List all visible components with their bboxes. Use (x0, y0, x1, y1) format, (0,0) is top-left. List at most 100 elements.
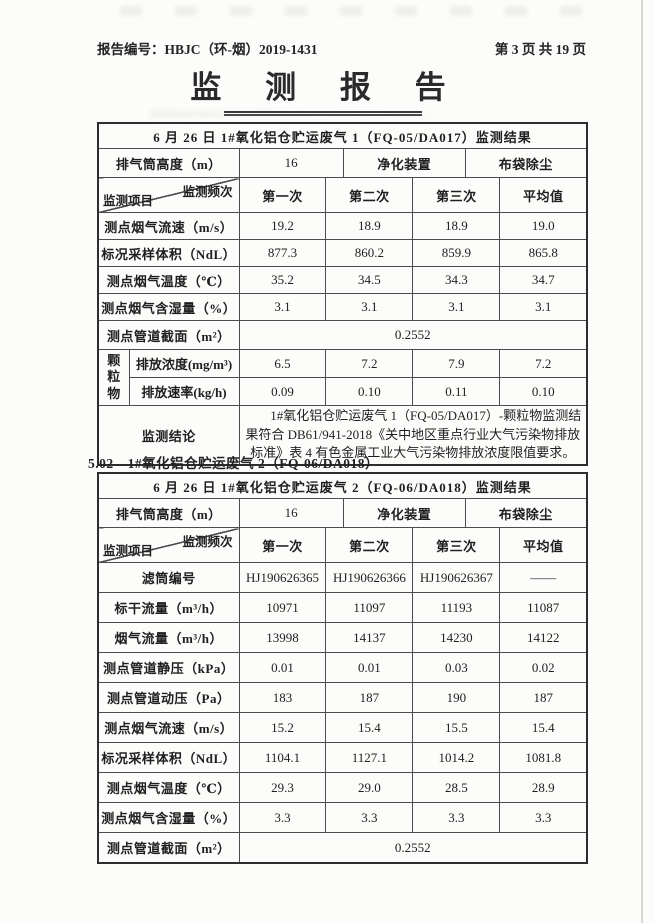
cell-value: 15.2 (238, 712, 327, 743)
cell-value: 1081.8 (499, 742, 588, 773)
cell-value: 35.2 (238, 266, 327, 294)
column-header: 平均值 (499, 177, 588, 213)
cell-value: 0.10 (499, 377, 588, 406)
duct-section-label: 测点管道截面（m²） (97, 832, 240, 864)
cell-value: —— (499, 562, 588, 593)
stack-height-label: 排气筒高度（m） (97, 148, 240, 178)
stack-height-value: 16 (238, 498, 344, 528)
table-row: 测点管道截面（m²） 0.2552 (97, 320, 588, 350)
cell-value: 860.2 (325, 239, 414, 267)
table-row: 测点烟气温度（℃） 29.3 29.0 28.5 28.9 (97, 772, 588, 803)
table-row: 测点烟气含湿量（%） 3.1 3.1 3.1 3.1 (97, 293, 588, 321)
cell-value: 19.2 (238, 212, 327, 240)
row-label: 测点烟气含湿量（%） (97, 802, 240, 833)
cell-value: 0.11 (412, 377, 501, 406)
monitoring-table-fq06: 6 月 26 日 1#氧化铝仓贮运废气 2（FQ-06/DA018）监测结果 排… (97, 472, 589, 864)
cell-value: 1127.1 (325, 742, 414, 773)
conclusion-text: 1#氧化铝仓贮运废气 1（FQ-05/DA017）-颗粒物监测结果符合 DB61… (238, 405, 588, 466)
cell-value: 7.9 (412, 349, 501, 378)
table-row: 烟气流量（m³/h） 13998 14137 14230 14122 (97, 622, 588, 653)
table-row: 标况采样体积（NdL） 1104.1 1127.1 1014.2 1081.8 (97, 742, 588, 773)
column-header: 平均值 (499, 527, 588, 563)
column-header: 第二次 (325, 177, 414, 213)
table-title: 6 月 26 日 1#氧化铝仓贮运废气 1（FQ-05/DA017）监测结果 (97, 122, 588, 149)
cell-value: 11087 (499, 592, 588, 623)
page-header: 报告编号：HBJC（环-烟）2019-1431 第 3 页 共 19 页 (97, 38, 586, 58)
column-header: 第三次 (412, 177, 501, 213)
cell-value: HJ190626365 (238, 562, 327, 593)
stack-height-label: 排气筒高度（m） (97, 498, 240, 528)
cell-value: 11193 (412, 592, 501, 623)
row-label: 测点烟气含湿量（%） (97, 293, 240, 321)
cell-value: 7.2 (325, 349, 414, 378)
cell-value: 6.5 (238, 349, 327, 378)
item-header: 监测项目 (103, 544, 154, 558)
report-number: 报告编号：HBJC（环-烟）2019-1431 (97, 42, 318, 57)
row-label: 测点烟气温度（℃） (97, 266, 240, 294)
cell-value: 0.09 (238, 377, 327, 406)
title-underline-rule (224, 111, 422, 116)
cell-value: 1104.1 (238, 742, 327, 773)
row-label: 标况采样体积（NdL） (97, 239, 240, 267)
scan-noise (120, 6, 600, 16)
cell-value: 11097 (325, 592, 414, 623)
cell-value: 0.10 (325, 377, 414, 406)
row-label: 烟气流量（m³/h） (97, 622, 240, 653)
cell-value: 15.5 (412, 712, 501, 743)
purifier-value: 布袋除尘 (464, 148, 588, 178)
stack-height-value: 16 (238, 148, 344, 178)
table-row: 标干流量（m³/h） 10971 11097 11193 11087 (97, 592, 588, 623)
row-label: 测点管道静压（kPa） (97, 652, 240, 683)
duct-section-value: 0.2552 (238, 832, 588, 864)
column-header: 第二次 (325, 527, 414, 563)
duct-section-value: 0.2552 (238, 320, 588, 350)
row-label: 测点烟气流速（m/s） (97, 212, 240, 240)
cell-value: 0.01 (325, 652, 414, 683)
cell-value: 183 (238, 682, 327, 713)
cell-value: 3.3 (499, 802, 588, 833)
cell-value: 3.1 (499, 293, 588, 321)
document-title: 监 测 报 告 (190, 70, 464, 105)
cell-value: 0.03 (412, 652, 501, 683)
table-row: 测点烟气流速（m/s） 15.2 15.4 15.5 15.4 (97, 712, 588, 743)
diagonal-header-cell: 监测频次 监测项目 (97, 177, 240, 213)
purifier-label: 净化装置 (342, 148, 466, 178)
cell-value: 14230 (412, 622, 501, 653)
cell-value: 3.3 (238, 802, 327, 833)
table-row: 排放速率(kg/h) 0.09 0.10 0.11 0.10 (98, 377, 588, 406)
cell-value: 190 (412, 682, 501, 713)
row-label: 测点烟气温度（℃） (97, 772, 240, 803)
cell-value: 28.5 (412, 772, 501, 803)
table-row: 测点管道动压（Pa） 183 187 190 187 (97, 682, 588, 713)
monitoring-table-fq05: 6 月 26 日 1#氧化铝仓贮运废气 1（FQ-05/DA017）监测结果 排… (97, 122, 589, 466)
cell-value: 187 (499, 682, 588, 713)
cell-value: 18.9 (325, 212, 414, 240)
cell-value: 13998 (238, 622, 327, 653)
cell-value: 0.01 (238, 652, 327, 683)
cell-value: 14122 (499, 622, 588, 653)
cell-value: 18.9 (412, 212, 501, 240)
cell-value: 28.9 (499, 772, 588, 803)
column-header: 第一次 (238, 177, 327, 213)
table-row: 监测结论 1#氧化铝仓贮运废气 1（FQ-05/DA017）-颗粒物监测结果符合… (97, 405, 588, 466)
row-label: 测点管道动压（Pa） (97, 682, 240, 713)
cell-value: 877.3 (238, 239, 327, 267)
cell-value: 865.8 (499, 239, 588, 267)
table-row: 测点烟气含湿量（%） 3.3 3.3 3.3 3.3 (97, 802, 588, 833)
row-label: 排放浓度(mg/m³) (128, 349, 240, 378)
cell-value: 187 (325, 682, 414, 713)
table-row: 测点管道截面（m²） 0.2552 (97, 832, 588, 864)
frequency-header: 监测频次 (182, 535, 233, 549)
cell-value: 3.3 (325, 802, 414, 833)
cell-value: 19.0 (499, 212, 588, 240)
conclusion-label: 监测结论 (97, 405, 240, 466)
item-header: 监测项目 (103, 194, 154, 208)
cell-value: 3.1 (238, 293, 327, 321)
cell-value: 1014.2 (412, 742, 501, 773)
table-row: 测点烟气温度（℃） 35.2 34.5 34.3 34.7 (97, 266, 588, 294)
cell-value: 3.1 (412, 293, 501, 321)
cell-value: 859.9 (412, 239, 501, 267)
row-label: 排放速率(kg/h) (128, 377, 240, 406)
cell-value: HJ190626366 (325, 562, 414, 593)
cell-value: 15.4 (325, 712, 414, 743)
